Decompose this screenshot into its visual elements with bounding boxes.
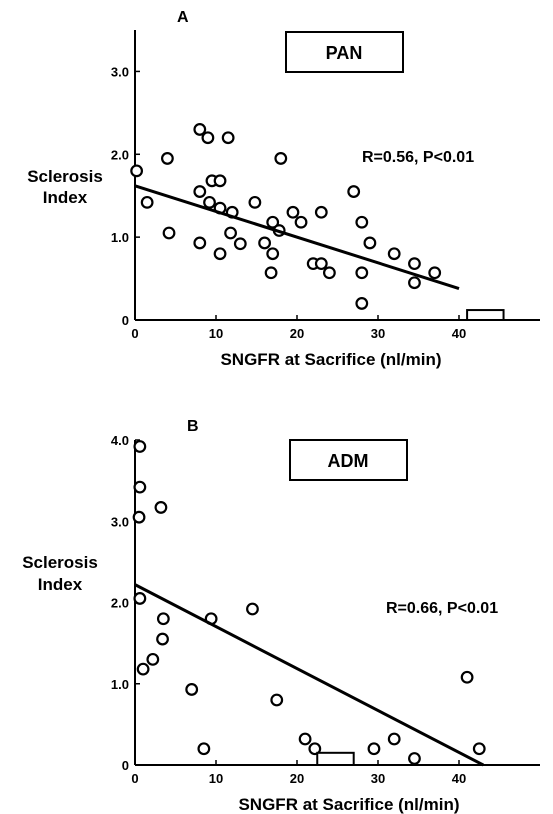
data-point — [213, 247, 227, 261]
data-point — [266, 215, 280, 229]
panel-a-title-box — [285, 31, 404, 73]
data-point — [133, 480, 147, 494]
data-point — [140, 195, 154, 209]
panel-b-points — [132, 440, 486, 765]
data-point — [286, 205, 300, 219]
data-point — [133, 440, 147, 453]
data-point — [294, 215, 308, 229]
panel-b-stat: R=0.66, P<0.01 — [386, 600, 498, 617]
data-point — [460, 670, 474, 684]
data-point — [156, 612, 170, 626]
panel-b-ticks: 0 10 20 30 40 0 1.0 2.0 3.0 4.0 — [111, 433, 466, 786]
panel-b-title: ADM — [328, 451, 369, 471]
panel-b-title-box — [289, 439, 408, 481]
panel-a-bar — [466, 309, 505, 321]
data-point — [314, 257, 328, 271]
data-point — [314, 205, 328, 219]
y-tick-label: 0 — [122, 758, 129, 773]
data-point — [162, 226, 176, 240]
y-tick-label: 4.0 — [111, 433, 129, 448]
data-point — [154, 501, 168, 514]
data-point — [201, 131, 215, 145]
data-point — [248, 195, 262, 209]
panel-a-title: PAN — [326, 43, 363, 63]
data-point — [387, 247, 401, 261]
data-point — [355, 297, 369, 310]
data-point — [185, 683, 199, 696]
data-point — [363, 236, 377, 250]
panel-b-letter: B — [187, 418, 199, 435]
data-point — [221, 131, 235, 145]
data-point — [193, 185, 207, 198]
data-point — [355, 266, 369, 280]
panel-a-letter: A — [177, 9, 189, 26]
data-point — [408, 276, 421, 290]
data-point — [308, 742, 322, 756]
y-tick-label: 0 — [122, 313, 129, 328]
data-point — [347, 185, 361, 198]
panel-b-ylabel-line1: Sclerosis — [22, 553, 98, 572]
data-point — [428, 266, 442, 280]
data-point — [130, 164, 144, 178]
panel-a-points — [130, 123, 442, 310]
data-point — [367, 742, 381, 756]
y-tick-label: 2.0 — [111, 147, 129, 162]
data-point — [132, 510, 146, 524]
y-tick-label: 1.0 — [111, 677, 129, 692]
x-tick-label: 10 — [209, 326, 223, 341]
panel-a-fit-line — [134, 184, 460, 290]
data-point — [408, 257, 421, 271]
data-point — [193, 236, 207, 250]
x-tick-label: 40 — [452, 326, 466, 341]
data-point — [387, 732, 401, 746]
y-tick-label: 3.0 — [111, 64, 129, 79]
data-point — [146, 652, 160, 666]
x-tick-label: 20 — [290, 771, 304, 786]
data-point — [197, 742, 211, 756]
x-tick-label: 40 — [452, 771, 466, 786]
data-point — [246, 602, 259, 616]
data-point — [136, 662, 150, 676]
x-tick-label: 20 — [290, 326, 304, 341]
data-point — [298, 732, 312, 746]
data-point — [258, 236, 272, 250]
panel-a-xlabel: SNGFR at Sacrifice (nl/min) — [220, 350, 441, 369]
data-point — [270, 693, 284, 707]
data-point — [355, 215, 369, 229]
y-tick-label: 1.0 — [111, 230, 129, 245]
panel-b-bar — [316, 751, 355, 766]
panel-a-ylabel-line1: Sclerosis — [27, 167, 103, 186]
data-point — [233, 237, 247, 251]
data-point — [203, 195, 216, 209]
y-tick-label: 2.0 — [111, 596, 129, 611]
panel-b-fit-line — [134, 583, 484, 767]
panel-a-stat: R=0.56, P<0.01 — [362, 149, 474, 166]
panel-b-ylabel-line2: Index — [38, 575, 83, 594]
x-tick-label: 10 — [209, 771, 223, 786]
panel-b-xlabel: SNGFR at Sacrifice (nl/min) — [238, 795, 459, 814]
panel-a-ylabel-line2: Index — [43, 188, 88, 207]
data-point — [193, 123, 207, 136]
data-point — [213, 174, 227, 188]
panel-a-axes — [134, 30, 540, 321]
data-point — [266, 247, 280, 261]
panel-a-chart: 0 10 20 30 40 0 1.0 2.0 3.0 A PAN R=0.56, P<0.01… — [27, 9, 540, 369]
y-tick-label: 3.0 — [111, 514, 129, 529]
x-tick-label: 0 — [131, 326, 138, 341]
data-point — [472, 742, 486, 756]
panel-a-ticks: 0 10 20 30 40 0 1.0 2.0 3.0 — [111, 64, 466, 341]
x-tick-label: 30 — [371, 771, 385, 786]
data-point — [160, 152, 174, 165]
data-point — [133, 592, 147, 605]
x-tick-label: 30 — [371, 326, 385, 341]
panel-b-chart: 0 10 20 30 40 0 1.0 2.0 3.0 4.0 B ADM R=0.66, P<0… — [22, 418, 540, 814]
data-point — [274, 152, 288, 165]
data-point — [156, 632, 169, 646]
x-tick-label: 0 — [131, 771, 138, 786]
data-point — [408, 752, 421, 765]
data-point — [323, 266, 336, 280]
data-point — [224, 226, 237, 240]
data-point — [264, 266, 278, 280]
